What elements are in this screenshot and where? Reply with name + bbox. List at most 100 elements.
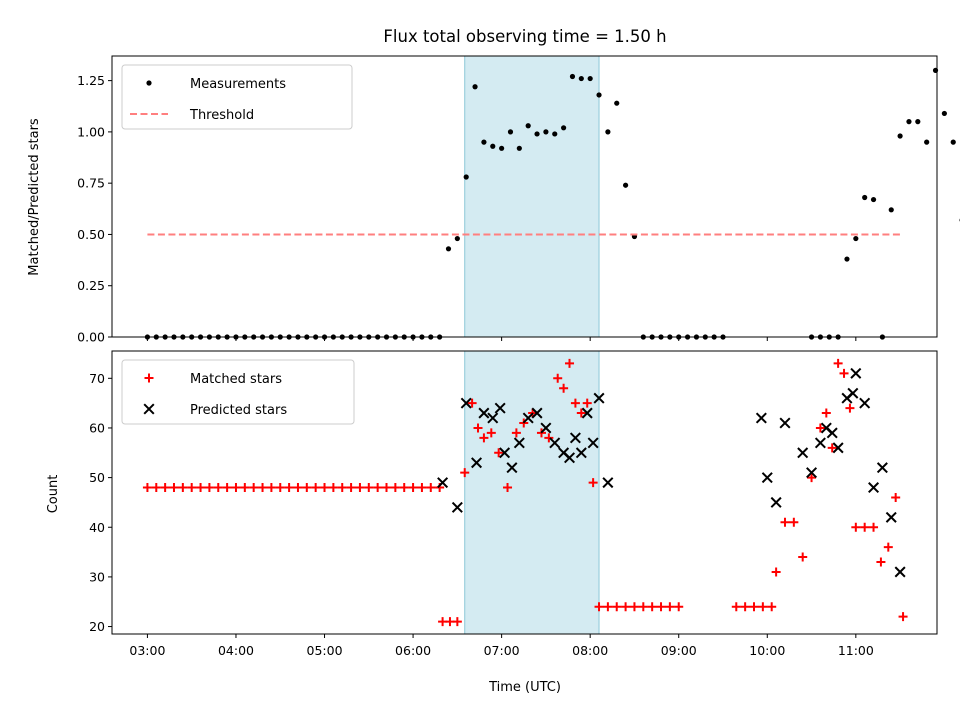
top-axes-frame bbox=[111, 55, 938, 338]
data-point bbox=[885, 511, 897, 523]
y-tick-label: 0.50 bbox=[77, 227, 105, 242]
data-point bbox=[417, 483, 427, 493]
legend-marker bbox=[143, 403, 155, 415]
data-point bbox=[868, 482, 880, 494]
data-point bbox=[845, 403, 855, 413]
y-tick-label: 50 bbox=[89, 470, 105, 485]
data-point bbox=[602, 477, 614, 489]
y-tick-label: 0.00 bbox=[77, 330, 105, 345]
data-point bbox=[888, 207, 894, 213]
data-point bbox=[151, 483, 161, 493]
data-point bbox=[815, 423, 825, 433]
data-point bbox=[758, 602, 768, 612]
data-point bbox=[240, 483, 250, 493]
y-tick-label: 1.25 bbox=[77, 73, 105, 88]
data-point bbox=[142, 483, 152, 493]
x-tick-label: 11:00 bbox=[838, 643, 874, 658]
data-point bbox=[302, 483, 312, 493]
data-point bbox=[950, 139, 956, 145]
bottom-panel: 20 30 40 50 60 70 03:00 04:00 05:00 06:00 07:00 08:… bbox=[89, 350, 938, 658]
data-point bbox=[499, 447, 511, 459]
bottom-series-matched-stars bbox=[142, 358, 908, 627]
data-point bbox=[593, 392, 605, 404]
x-tick-label: 05:00 bbox=[307, 643, 343, 658]
data-point bbox=[894, 566, 906, 578]
data-point bbox=[487, 412, 499, 424]
data-point bbox=[761, 472, 773, 484]
data-point bbox=[178, 483, 188, 493]
data-point bbox=[565, 358, 575, 368]
data-point bbox=[798, 552, 808, 562]
x-tick-label: 08:00 bbox=[572, 643, 608, 658]
data-point bbox=[311, 483, 321, 493]
data-point bbox=[213, 483, 223, 493]
data-point bbox=[578, 75, 584, 82]
data-point bbox=[437, 477, 449, 489]
data-point bbox=[275, 483, 285, 493]
data-point bbox=[807, 473, 817, 483]
data-point bbox=[525, 123, 531, 129]
data-point bbox=[779, 417, 791, 429]
data-point bbox=[266, 483, 276, 493]
data-point bbox=[647, 602, 657, 612]
data-point bbox=[915, 119, 921, 125]
data-point bbox=[522, 412, 534, 424]
data-point bbox=[559, 383, 569, 393]
data-point bbox=[621, 602, 631, 612]
data-point bbox=[891, 492, 901, 502]
data-point bbox=[731, 602, 741, 612]
data-point bbox=[581, 407, 593, 419]
y-tick-label: 40 bbox=[89, 520, 105, 535]
data-point bbox=[605, 129, 611, 135]
x-tick-label: 04:00 bbox=[218, 643, 254, 658]
data-point bbox=[540, 422, 552, 434]
data-point bbox=[544, 433, 554, 443]
data-point bbox=[564, 452, 576, 464]
legend-label: Predicted stars bbox=[190, 403, 287, 418]
data-point bbox=[196, 483, 206, 493]
data-point bbox=[898, 612, 908, 622]
data-point bbox=[513, 437, 525, 449]
data-point bbox=[553, 373, 563, 383]
data-point bbox=[596, 92, 602, 98]
data-point bbox=[588, 478, 598, 488]
data-point bbox=[847, 387, 859, 399]
top-series-measurements bbox=[144, 67, 960, 340]
data-point bbox=[924, 139, 930, 145]
data-point bbox=[569, 432, 581, 444]
data-point bbox=[850, 367, 862, 379]
y-tick-label: 0.25 bbox=[77, 278, 105, 293]
data-point bbox=[897, 133, 903, 139]
data-point bbox=[490, 143, 496, 149]
data-point bbox=[516, 145, 522, 151]
data-point bbox=[844, 256, 850, 262]
data-point bbox=[511, 428, 521, 438]
data-point bbox=[454, 235, 460, 242]
data-point bbox=[862, 194, 868, 201]
data-point bbox=[549, 437, 561, 449]
data-point bbox=[320, 483, 330, 493]
legend-label: Measurements bbox=[190, 77, 286, 92]
data-point bbox=[494, 402, 506, 414]
data-point bbox=[481, 139, 487, 145]
data-point bbox=[561, 125, 567, 131]
data-point bbox=[797, 447, 809, 459]
data-point bbox=[473, 423, 483, 433]
data-point bbox=[876, 557, 886, 567]
data-point bbox=[906, 119, 912, 125]
data-point bbox=[222, 483, 232, 493]
data-point bbox=[860, 522, 870, 532]
data-point bbox=[543, 129, 549, 135]
data-point bbox=[486, 428, 496, 438]
data-point bbox=[531, 407, 543, 419]
data-point bbox=[780, 517, 790, 527]
data-point bbox=[382, 483, 392, 493]
data-point bbox=[160, 483, 170, 493]
data-point bbox=[622, 182, 629, 188]
data-point bbox=[478, 407, 490, 419]
data-point bbox=[258, 483, 268, 493]
top-panel: 0.00 0.25 0.50 0.75 1.00 1.25 Measurements Thre… bbox=[77, 55, 960, 345]
data-point bbox=[479, 433, 489, 443]
data-point bbox=[507, 129, 514, 135]
data-point bbox=[876, 462, 888, 474]
